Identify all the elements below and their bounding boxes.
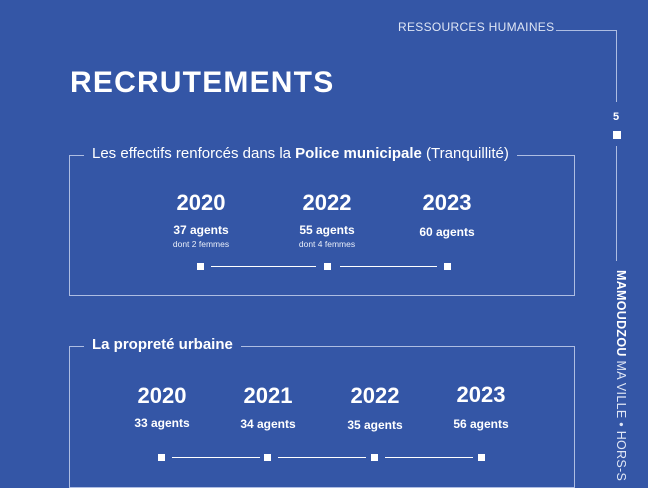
timeline-line (211, 266, 316, 267)
timeline-marker (444, 263, 451, 270)
timeline-line (172, 457, 260, 458)
timeline-marker (371, 454, 378, 461)
proprete-agents: 33 agents (134, 416, 190, 430)
proprete-year: 2022 (350, 383, 400, 408)
proprete-year: 2023 (456, 382, 506, 407)
police-title-strong: Police municipale (295, 145, 422, 162)
police-agents: 60 agents (419, 225, 475, 239)
timeline-marker (324, 263, 331, 270)
police-year: 2020 (176, 190, 226, 215)
police-year: 2022 (302, 190, 352, 215)
section-label: RESSOURCES HUMAINES (398, 20, 555, 34)
timeline-line (340, 266, 437, 267)
page-title: RECRUTEMENTS (70, 66, 335, 99)
proprete-urbaine-title: La propreté urbaine (84, 336, 241, 353)
proprete-agents: 35 agents (347, 418, 403, 432)
rail-subtitle: MA VILLE • HORS-S (614, 356, 628, 482)
proprete-year: 2020 (137, 383, 187, 408)
rail-top-line (556, 30, 617, 31)
proprete-agents: 56 agents (453, 417, 509, 431)
police-note: dont 4 femmes (298, 239, 356, 249)
police-year: 2023 (422, 190, 472, 215)
proprete-agents: 34 agents (240, 417, 296, 431)
page-number: 5 (613, 111, 620, 123)
police-municipale-title: Les effectifs renforcés dans la Police m… (84, 145, 517, 162)
rail-brand: MAMOUDZOU (614, 270, 628, 357)
rail-line-upper (616, 30, 617, 102)
rail-square-marker (613, 131, 621, 139)
timeline-marker (158, 454, 165, 461)
police-agents: 37 agents (173, 223, 229, 237)
timeline-line (278, 457, 366, 458)
rail-line-lower (616, 146, 617, 261)
timeline-marker (197, 263, 204, 270)
timeline-line (385, 457, 473, 458)
police-title-prefix: Les effectifs renforcés dans la (92, 145, 296, 162)
police-note: dont 2 femmes (172, 239, 230, 249)
police-agents: 55 agents (299, 223, 355, 237)
timeline-marker (478, 454, 485, 461)
publication-rail-text: MAMOUDZOU MA VILLE • HORS-S (614, 270, 628, 481)
police-title-suffix: (Tranquillité) (421, 145, 509, 162)
timeline-marker (264, 454, 271, 461)
proprete-year: 2021 (243, 383, 293, 408)
